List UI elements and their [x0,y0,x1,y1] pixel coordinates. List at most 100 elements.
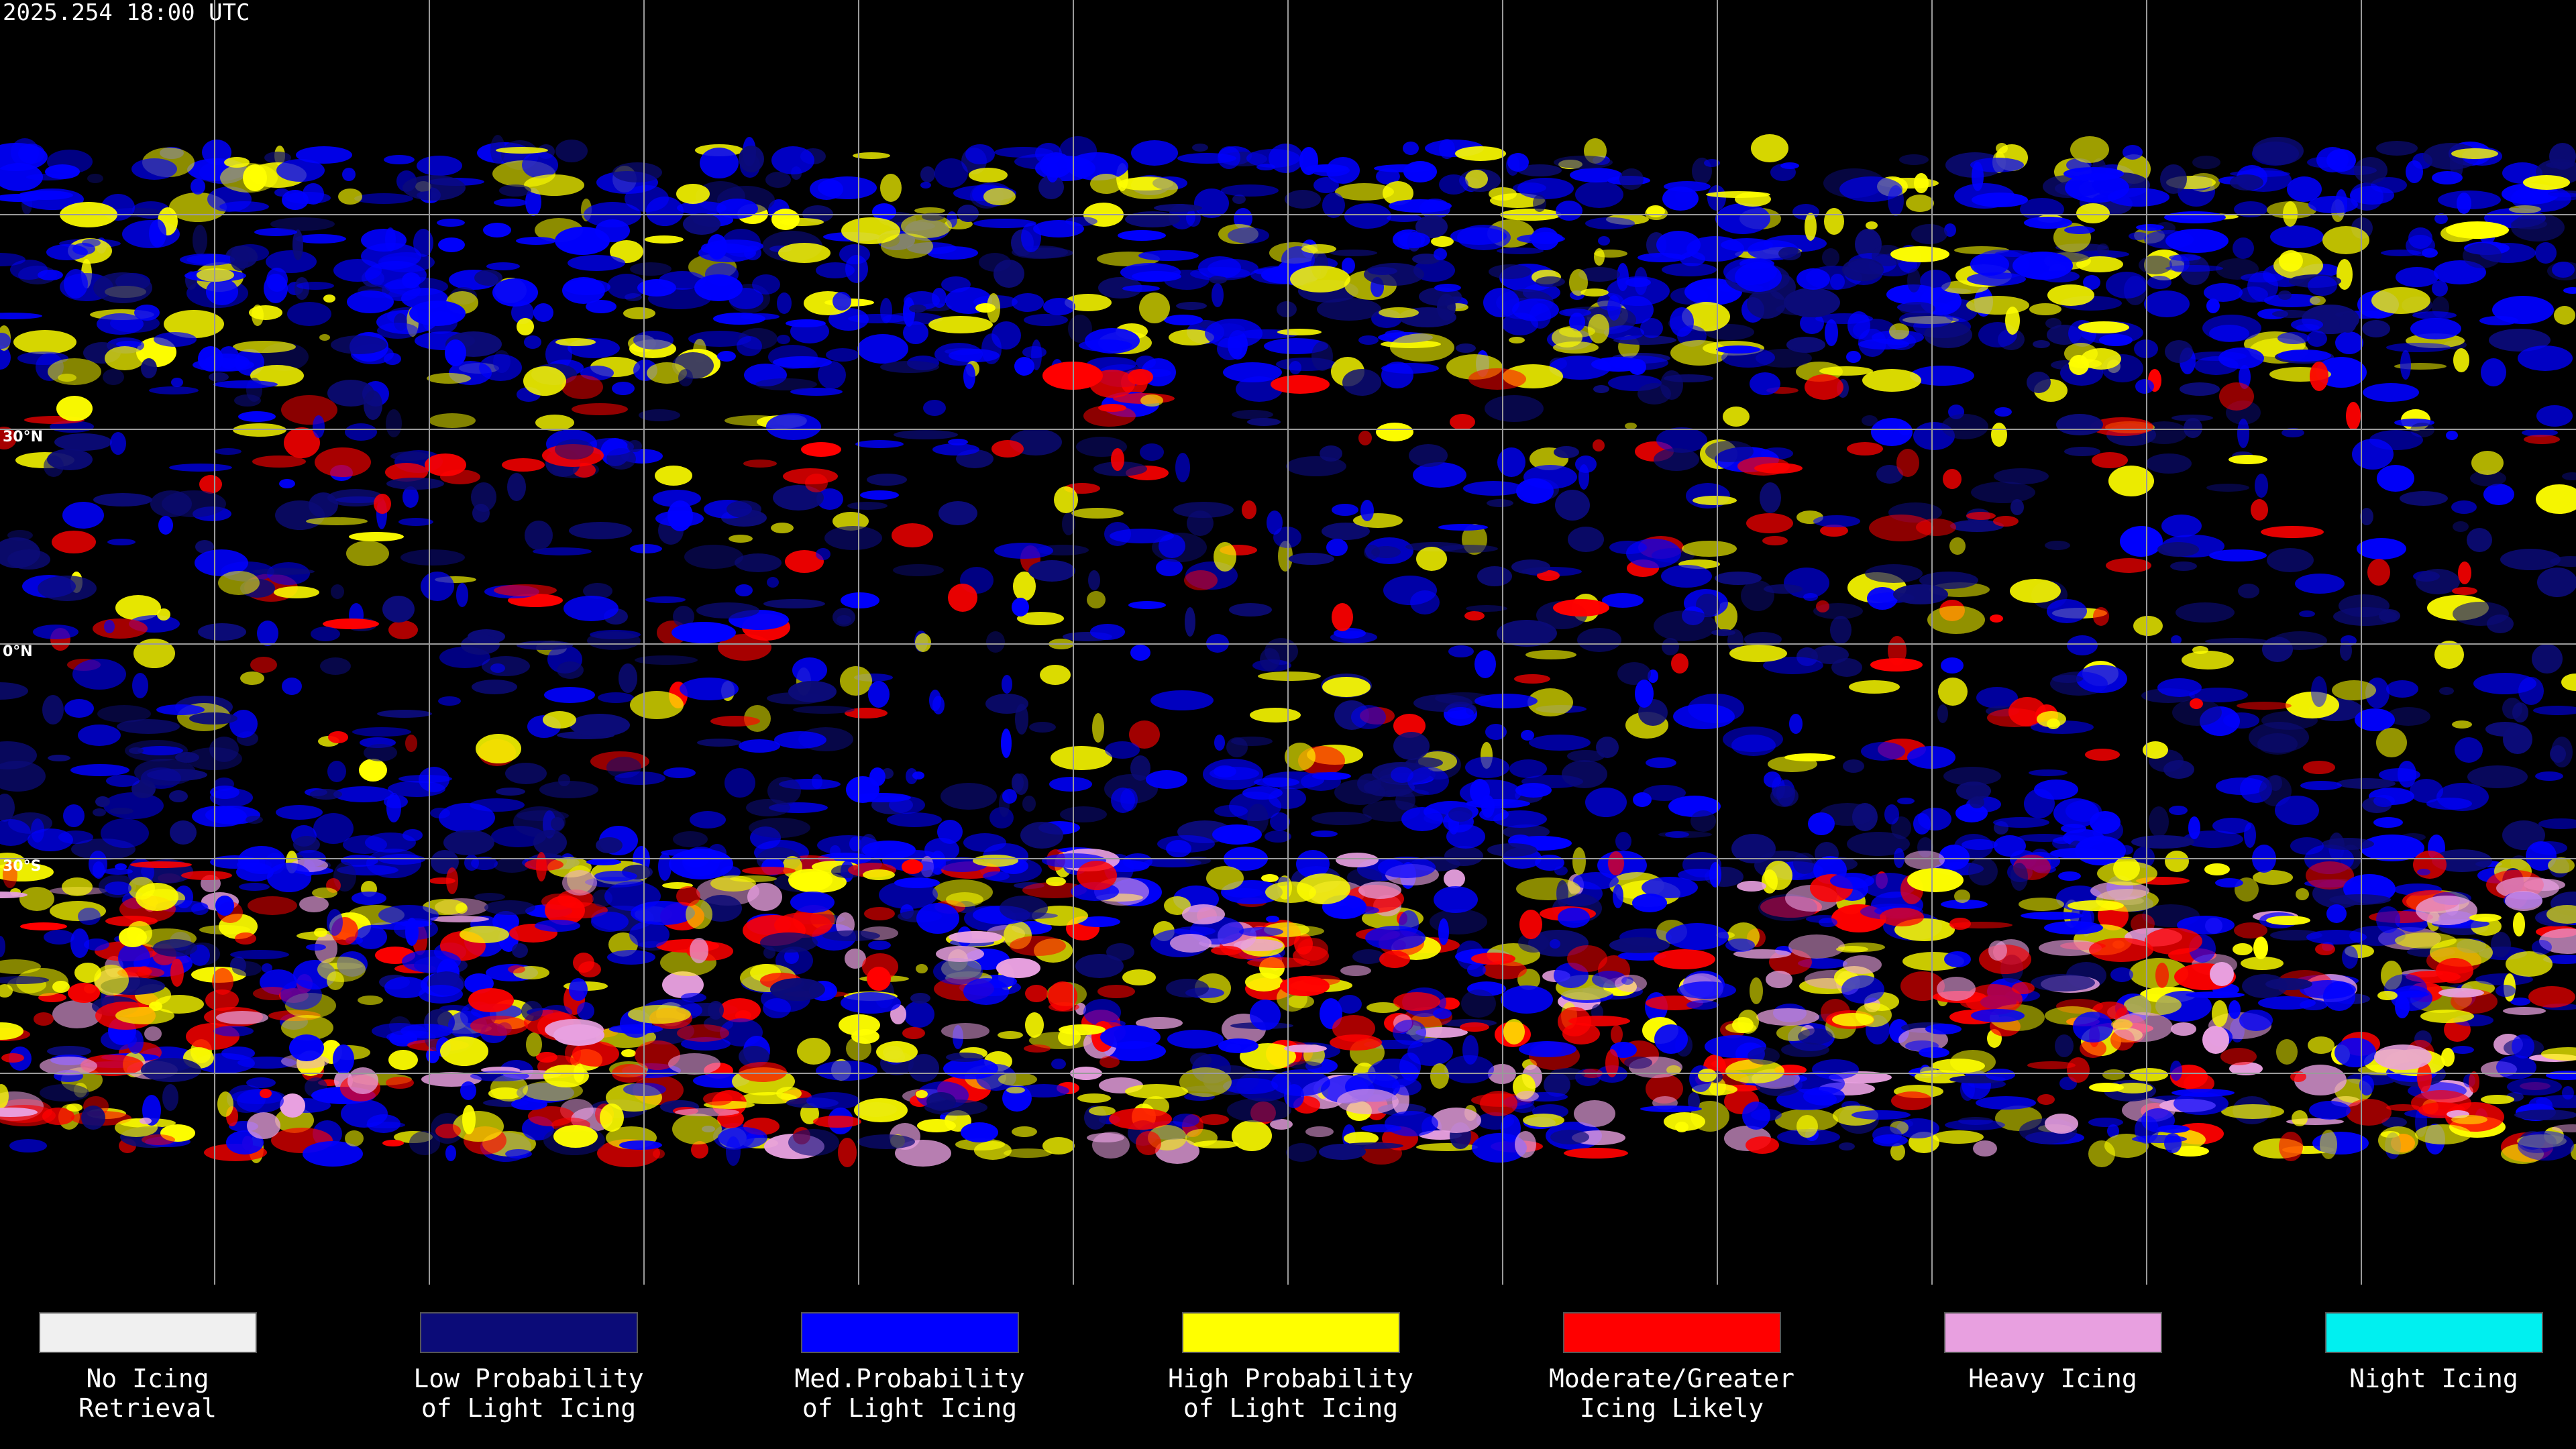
icing-patch [1991,423,2007,447]
icing-patch [87,174,103,183]
icing-patch [349,532,404,541]
icing-patch [839,244,870,264]
icing-patch [543,711,576,729]
icing-patch [154,332,197,347]
icing-patch [266,250,317,273]
icing-patch [470,798,525,812]
icing-patch [840,666,872,696]
icing-patch [191,903,209,915]
icing-patch [1059,1024,1106,1035]
icing-patch [2093,607,2109,626]
icing-patch [1941,657,1964,674]
icing-patch [1062,513,1075,535]
icing-patch [719,998,761,1022]
icing-patch [141,358,157,378]
icing-patch [1896,1118,1939,1138]
icing-patch [1277,301,1297,317]
icing-patch [586,300,616,313]
icing-patch [2070,136,2109,163]
icing-patch [1654,448,1699,471]
icing-patch [2290,837,2324,855]
icing-patch [170,959,184,987]
icing-patch [2306,861,2354,890]
icing-patch [768,345,818,369]
icing-patch [38,576,97,601]
icing-patch [2400,350,2411,380]
icing-patch [134,305,160,321]
icing-patch [352,727,411,737]
icing-patch [1060,806,1107,822]
icing-patch [2149,806,2169,837]
icing-patch [696,602,759,619]
icing-patch [1038,175,1064,199]
icing-patch [816,262,855,278]
icing-patch [1646,1074,1683,1104]
icing-patch [686,900,712,929]
icing-patch [742,867,796,875]
icing-patch [284,427,320,458]
icing-patch [262,963,272,973]
icing-patch [1950,520,2004,532]
icing-patch [887,812,942,827]
legend-swatch [39,1312,257,1353]
icing-patch [841,592,879,608]
icing-patch [374,494,391,514]
icing-patch [1450,414,1475,430]
icing-patch [894,877,940,888]
icing-patch [2535,771,2563,781]
icing-patch [912,771,924,780]
icing-patch [2360,835,2424,861]
icing-patch [0,1108,38,1117]
icing-patch [1169,329,1214,345]
icing-patch [1130,645,1150,661]
icing-patch [162,1084,178,1111]
icing-patch [58,374,76,382]
icing-patch [1448,807,1472,822]
icing-patch [2171,635,2182,645]
icing-patch [1900,971,1945,1001]
icing-patch [2373,795,2395,807]
icing-patch [836,912,855,936]
icing-patch [2070,905,2094,930]
icing-patch [1412,254,1440,264]
icing-patch [1358,431,1372,445]
icing-patch [2209,325,2249,342]
icing-patch [2538,818,2576,829]
icing-patch [941,1023,989,1039]
icing-patch [1955,804,1988,822]
icing-patch [1089,1106,1116,1116]
icing-patch [535,920,580,932]
icing-patch [920,182,931,189]
icing-patch [1750,372,1780,395]
icing-patch [0,313,42,319]
icing-patch [525,521,553,550]
icing-patch [1633,792,1652,807]
icing-patch [1322,677,1371,697]
icing-patch [1049,777,1092,792]
icing-patch [327,489,384,506]
icing-patch [1737,1010,1759,1034]
legend-label: Night Icing [2349,1364,2518,1393]
icing-patch [0,936,5,957]
icing-patch [2287,176,2322,202]
icing-patch [2541,1047,2576,1061]
icing-patch [1554,866,1568,875]
icing-patch [2310,296,2326,305]
icing-patch [941,276,971,292]
icing-patch [564,596,619,621]
icing-patch [1512,299,1559,321]
icing-patch [1568,1016,1630,1026]
icing-patch [561,375,603,399]
icing-patch [287,302,331,326]
icing-patch [310,789,342,800]
icing-patch [760,932,818,953]
icing-patch [2432,849,2492,872]
icing-patch [2052,675,2083,683]
icing-patch [2174,1092,2229,1115]
icing-patch [1433,1008,1452,1019]
icing-patch [2505,891,2542,911]
icing-patch [252,455,306,468]
icing-patch [1480,1091,1517,1116]
icing-patch [1184,570,1218,590]
icing-patch [2078,321,2129,333]
